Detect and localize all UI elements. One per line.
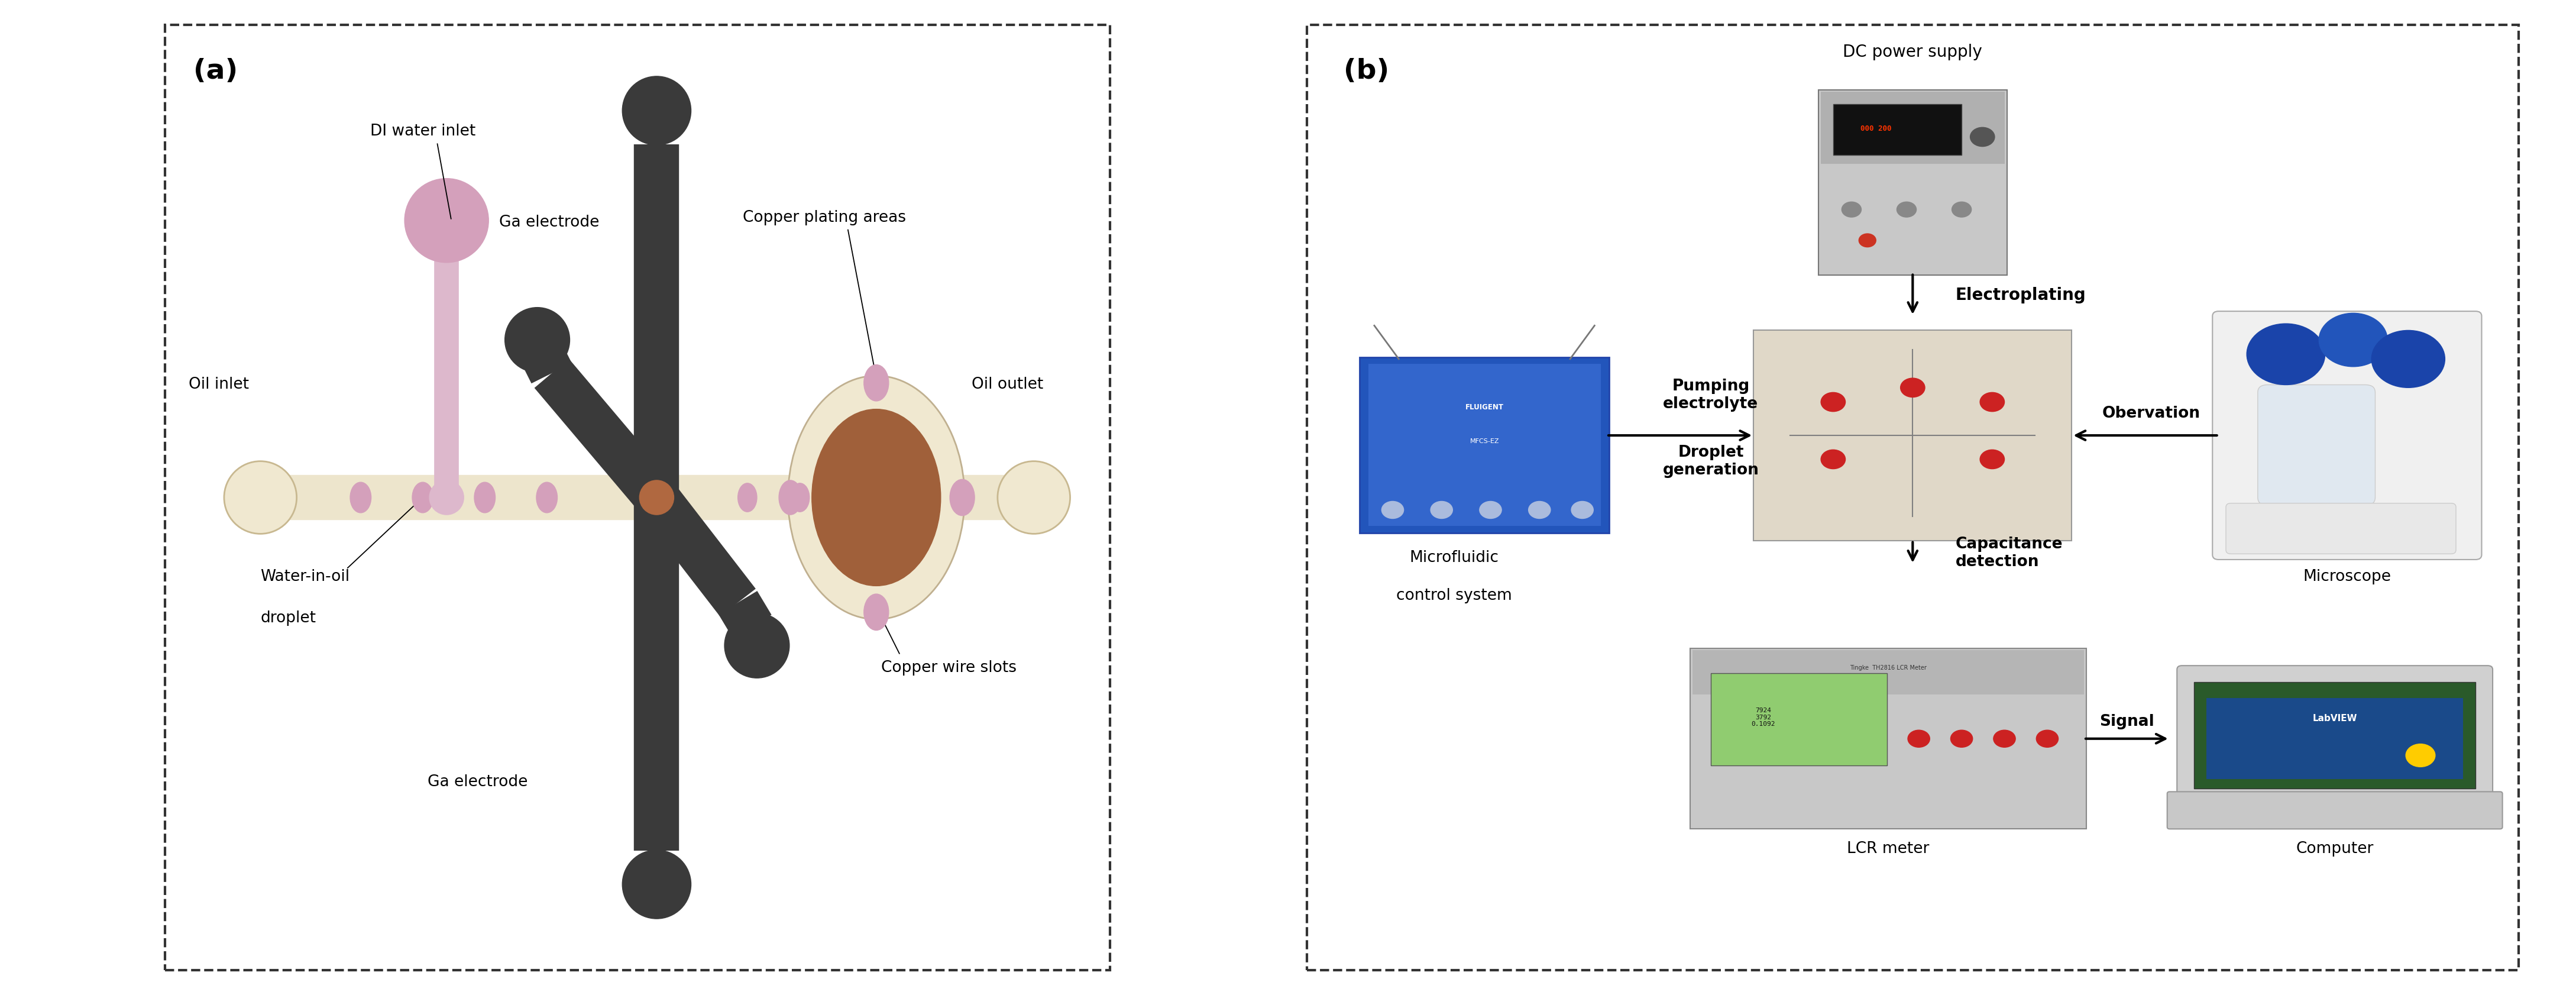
Circle shape [2246,323,2326,385]
Circle shape [2372,330,2445,388]
Text: FLUIGENT: FLUIGENT [1466,403,1504,411]
Text: Droplet
generation: Droplet generation [1662,445,1759,478]
Circle shape [2318,313,2388,366]
Circle shape [1896,202,1917,217]
Text: 000 200: 000 200 [1860,125,1891,132]
Text: 7924
3792
0.1092: 7924 3792 0.1092 [1752,707,1775,727]
Circle shape [724,613,788,678]
Circle shape [1528,501,1551,518]
Circle shape [1479,501,1502,518]
Text: Copper wire slots: Copper wire slots [881,660,1018,676]
Circle shape [623,850,690,918]
Text: MFCS-EZ: MFCS-EZ [1471,439,1499,445]
Circle shape [1821,450,1844,469]
Circle shape [430,481,464,514]
Circle shape [1860,234,1875,247]
Text: Pumping
electrolyte: Pumping electrolyte [1664,378,1759,412]
Circle shape [2406,744,2434,767]
FancyBboxPatch shape [2166,792,2501,829]
FancyBboxPatch shape [1690,649,2087,829]
Circle shape [1909,730,1929,747]
Text: Ga electrode: Ga electrode [428,774,528,790]
Ellipse shape [811,409,940,586]
FancyBboxPatch shape [1710,674,1888,765]
Text: Ga electrode: Ga electrode [500,215,600,230]
FancyBboxPatch shape [1368,364,1600,526]
Text: (b): (b) [1345,58,1388,85]
Circle shape [404,178,489,263]
FancyBboxPatch shape [2195,682,2476,789]
Text: Microscope: Microscope [2303,569,2391,584]
Text: Signal: Signal [2099,713,2154,729]
FancyBboxPatch shape [1819,90,2007,275]
FancyBboxPatch shape [1754,330,2071,540]
Circle shape [1981,450,2004,469]
Circle shape [623,77,690,145]
FancyBboxPatch shape [1360,357,1610,533]
Ellipse shape [863,365,889,401]
Circle shape [997,462,1069,533]
FancyBboxPatch shape [1821,92,2004,164]
Circle shape [639,481,675,514]
Circle shape [1994,730,2014,747]
Ellipse shape [951,480,974,515]
Ellipse shape [536,483,556,512]
Circle shape [1430,501,1453,518]
Text: Microfluidic: Microfluidic [1409,550,1499,565]
Ellipse shape [788,376,963,619]
FancyBboxPatch shape [1692,651,2084,695]
Text: (a): (a) [193,58,237,85]
Circle shape [224,462,296,533]
Text: Copper plating areas: Copper plating areas [742,210,907,225]
Circle shape [1381,501,1404,518]
Ellipse shape [474,483,495,512]
Text: DI water inlet: DI water inlet [371,124,477,139]
Text: DC power supply: DC power supply [1842,44,1984,61]
Circle shape [1821,392,1844,412]
Circle shape [505,307,569,372]
Circle shape [2035,730,2058,747]
Text: Oil outlet: Oil outlet [971,377,1043,392]
FancyBboxPatch shape [2213,311,2481,559]
FancyBboxPatch shape [2257,385,2375,505]
Ellipse shape [737,484,757,511]
Ellipse shape [350,483,371,512]
Text: Obervation: Obervation [2102,406,2200,421]
Text: LCR meter: LCR meter [1847,842,1929,857]
FancyBboxPatch shape [2205,698,2463,779]
Text: Water-in-oil: Water-in-oil [260,569,350,584]
Circle shape [1981,392,2004,412]
Text: Computer: Computer [2295,842,2372,857]
Text: Oil inlet: Oil inlet [188,377,250,392]
Circle shape [1971,127,1994,146]
Ellipse shape [438,484,456,511]
Ellipse shape [791,484,809,511]
Ellipse shape [412,483,433,512]
FancyBboxPatch shape [1834,104,1963,155]
Ellipse shape [778,481,801,514]
Text: droplet: droplet [260,610,317,626]
Circle shape [1953,202,1971,217]
Circle shape [1842,202,1862,217]
Text: Electroplating: Electroplating [1955,287,2087,303]
Text: Capacitance
detection: Capacitance detection [1955,536,2063,569]
Ellipse shape [863,594,889,630]
Circle shape [1571,501,1595,518]
Text: Tingke  TH2816 LCR Meter: Tingke TH2816 LCR Meter [1850,665,1927,671]
FancyBboxPatch shape [2226,503,2455,554]
FancyBboxPatch shape [2177,666,2494,807]
Text: LabVIEW: LabVIEW [2313,713,2357,722]
Text: control system: control system [1396,588,1512,604]
Circle shape [1950,730,1973,747]
Circle shape [1901,378,1924,397]
